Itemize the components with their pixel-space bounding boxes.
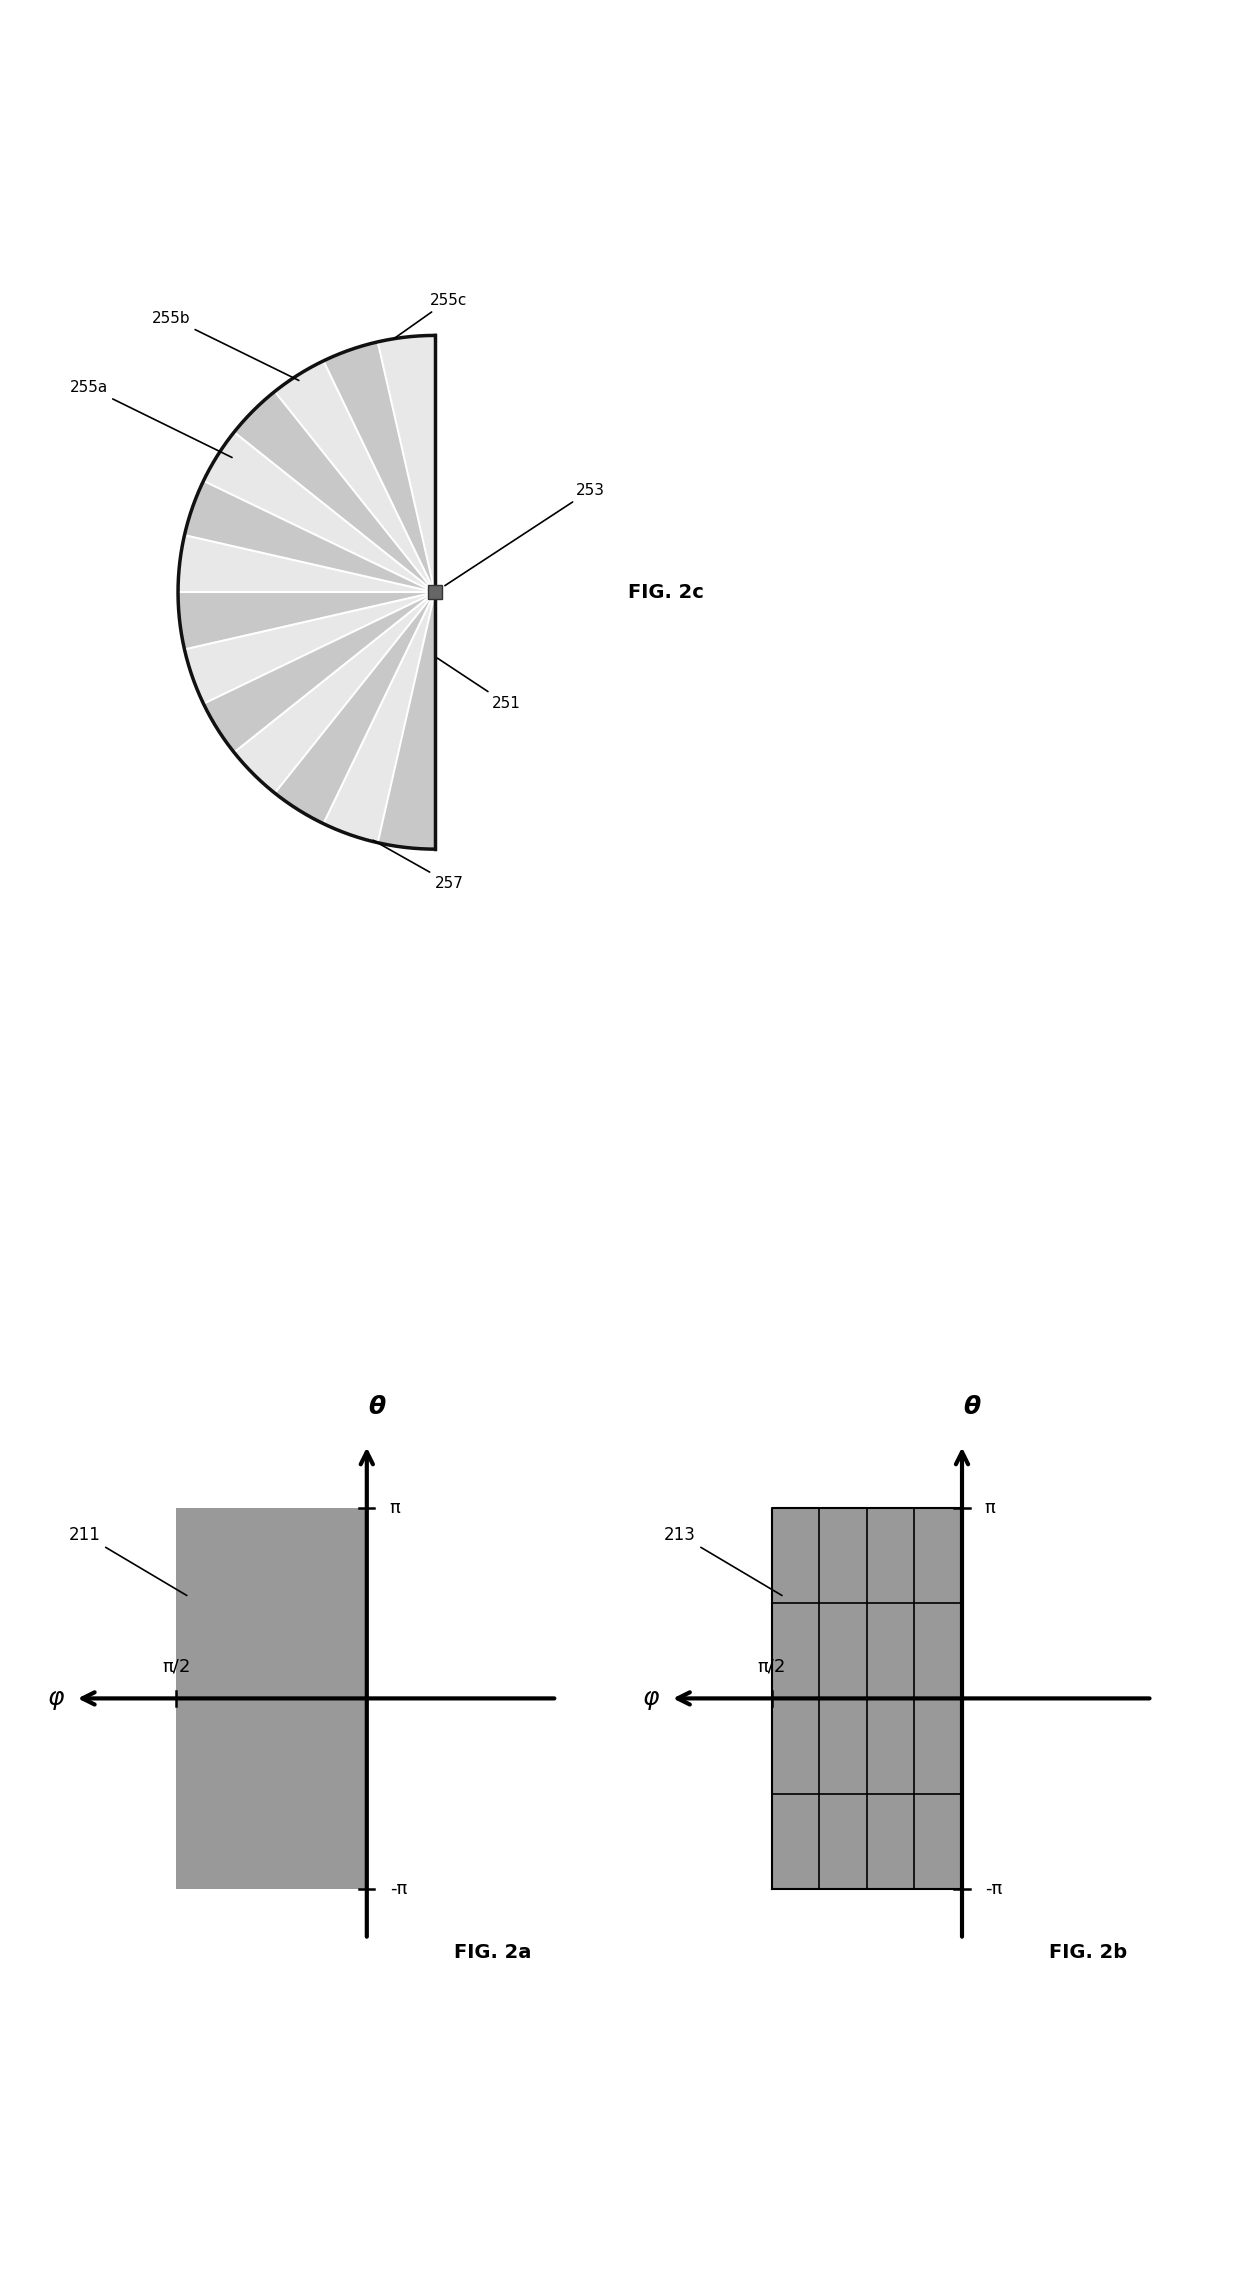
Polygon shape	[185, 592, 435, 704]
Text: FIG. 2a: FIG. 2a	[454, 1943, 532, 1961]
Text: π/2: π/2	[162, 1658, 191, 1677]
Polygon shape	[203, 592, 435, 752]
Bar	[176, 1508, 367, 1888]
Bar	[428, 585, 441, 599]
Polygon shape	[275, 360, 435, 592]
Text: 211: 211	[68, 1526, 187, 1595]
Polygon shape	[179, 592, 435, 649]
Bar	[771, 1508, 962, 1888]
Polygon shape	[378, 335, 435, 592]
Polygon shape	[234, 392, 435, 592]
Text: 253: 253	[445, 483, 605, 585]
Text: 255b: 255b	[153, 310, 299, 380]
Text: 255c: 255c	[393, 292, 467, 339]
Polygon shape	[275, 592, 435, 825]
Text: π: π	[389, 1499, 401, 1517]
Text: 213: 213	[663, 1526, 782, 1595]
Text: 251: 251	[438, 658, 521, 711]
Text: FIG. 2c: FIG. 2c	[627, 583, 703, 601]
Polygon shape	[185, 481, 435, 592]
Text: FIG. 2b: FIG. 2b	[1049, 1943, 1127, 1961]
Text: -π: -π	[985, 1879, 1002, 1898]
Text: φ: φ	[642, 1686, 660, 1711]
Text: θ: θ	[368, 1394, 386, 1419]
Text: π/2: π/2	[758, 1658, 786, 1677]
Polygon shape	[324, 592, 435, 843]
Polygon shape	[234, 592, 435, 793]
Polygon shape	[179, 535, 435, 592]
Text: θ: θ	[963, 1394, 981, 1419]
Text: φ: φ	[47, 1686, 64, 1711]
Text: 255a: 255a	[71, 380, 232, 458]
Polygon shape	[324, 342, 435, 592]
Text: -π: -π	[389, 1879, 407, 1898]
Text: 257: 257	[373, 841, 464, 891]
Polygon shape	[203, 433, 435, 592]
Text: π: π	[985, 1499, 996, 1517]
Polygon shape	[378, 592, 435, 850]
